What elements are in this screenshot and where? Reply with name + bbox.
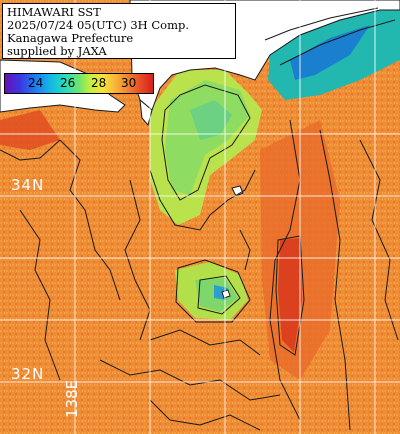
data-credit: supplied by JAXA bbox=[7, 44, 107, 58]
map-info-box: HIMAWARI SST 2025/07/24 05(UTC) 3H Comp.… bbox=[2, 3, 236, 59]
colorbar-tick: 24 bbox=[28, 76, 44, 90]
colorbar-tick: 28 bbox=[91, 76, 107, 90]
colder-water-ne bbox=[290, 25, 370, 80]
product-title: HIMAWARI SST bbox=[7, 5, 101, 19]
lat-label: 34N bbox=[11, 176, 45, 194]
colorbar-tick: 26 bbox=[60, 76, 76, 90]
island-small bbox=[221, 289, 231, 299]
island-oshima bbox=[231, 185, 244, 197]
lon-label: 138E bbox=[63, 379, 81, 418]
colorbar-tick: 30 bbox=[121, 76, 137, 90]
land-izu-peninsula bbox=[139, 98, 153, 127]
observation-time: 2025/07/24 05(UTC) 3H Comp. bbox=[7, 18, 190, 32]
sst-contours bbox=[0, 7, 399, 431]
region-label: Kanagawa Prefecture bbox=[7, 31, 134, 45]
sst-colorbar: 24 26 28 30 bbox=[4, 73, 154, 94]
hot-streak bbox=[278, 238, 302, 352]
hot-patch-west bbox=[0, 110, 60, 150]
coldest-zone-bay bbox=[190, 100, 232, 140]
lat-label: 32N bbox=[11, 365, 45, 383]
